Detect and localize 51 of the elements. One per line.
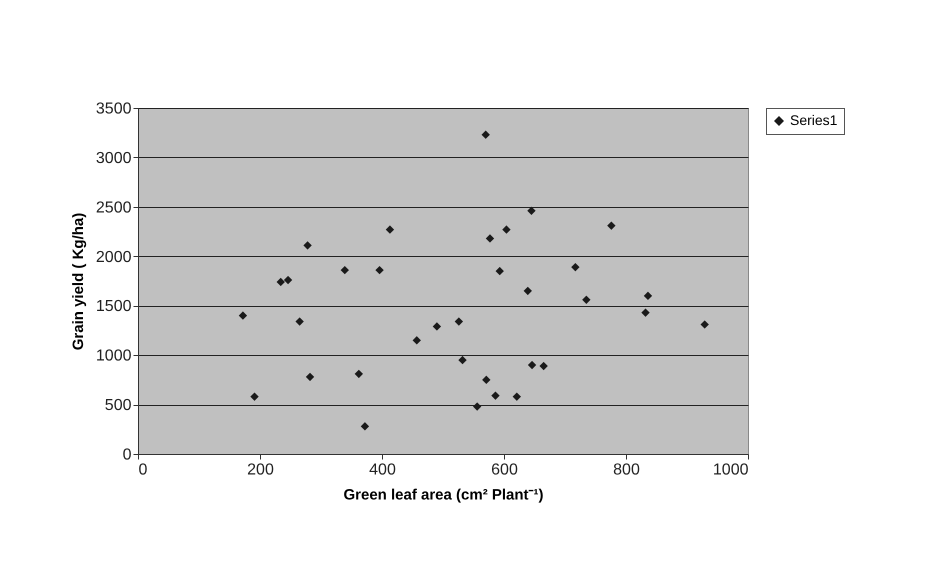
point — [458, 356, 467, 364]
x-tick-label: 400 — [369, 462, 396, 478]
point — [454, 317, 464, 326]
point — [276, 278, 285, 286]
point — [375, 266, 384, 274]
x-tick-label: 800 — [613, 462, 640, 478]
point — [303, 241, 312, 250]
point — [491, 391, 500, 400]
point — [284, 276, 292, 284]
point — [524, 286, 532, 296]
x-axis-title: Green leaf area (cm² Plant⁻¹) — [343, 486, 544, 504]
point — [607, 221, 616, 230]
x-tick-label: 200 — [247, 462, 274, 478]
point — [539, 362, 548, 370]
point — [238, 311, 248, 320]
x-tick-label: 0 — [138, 462, 148, 478]
y-tick-label: 2000 — [96, 248, 132, 266]
point — [340, 266, 349, 274]
legend-label: Series1 — [790, 112, 838, 128]
y-tick-label: 2500 — [96, 199, 132, 216]
x-tick-label: 600 — [491, 462, 518, 478]
point — [512, 392, 521, 401]
point — [432, 322, 442, 331]
y-tick-label: 3000 — [96, 150, 132, 167]
point — [700, 320, 709, 329]
x-tick-label: 1000 — [712, 462, 749, 478]
y-tick-label: 0 — [122, 446, 132, 464]
point — [306, 372, 314, 382]
point — [641, 308, 650, 317]
point — [250, 392, 259, 401]
y-tick-label: 500 — [104, 397, 132, 414]
point — [527, 206, 536, 215]
point — [644, 292, 652, 300]
point — [482, 376, 490, 384]
y-tick-label: 3500 — [96, 100, 132, 118]
point — [502, 225, 511, 234]
point — [295, 317, 304, 326]
point — [386, 225, 394, 234]
point — [354, 370, 364, 378]
point — [571, 262, 580, 272]
point — [472, 402, 482, 411]
point — [486, 234, 494, 243]
point — [360, 422, 370, 431]
point — [482, 130, 490, 139]
y-tick-label: 1500 — [96, 298, 132, 316]
point — [496, 266, 504, 276]
point — [528, 360, 536, 370]
y-axis-title: Grain yield ( Kg/ha) — [70, 212, 87, 350]
point — [582, 296, 591, 304]
y-tick-label: 1000 — [96, 348, 132, 365]
point — [412, 336, 421, 344]
